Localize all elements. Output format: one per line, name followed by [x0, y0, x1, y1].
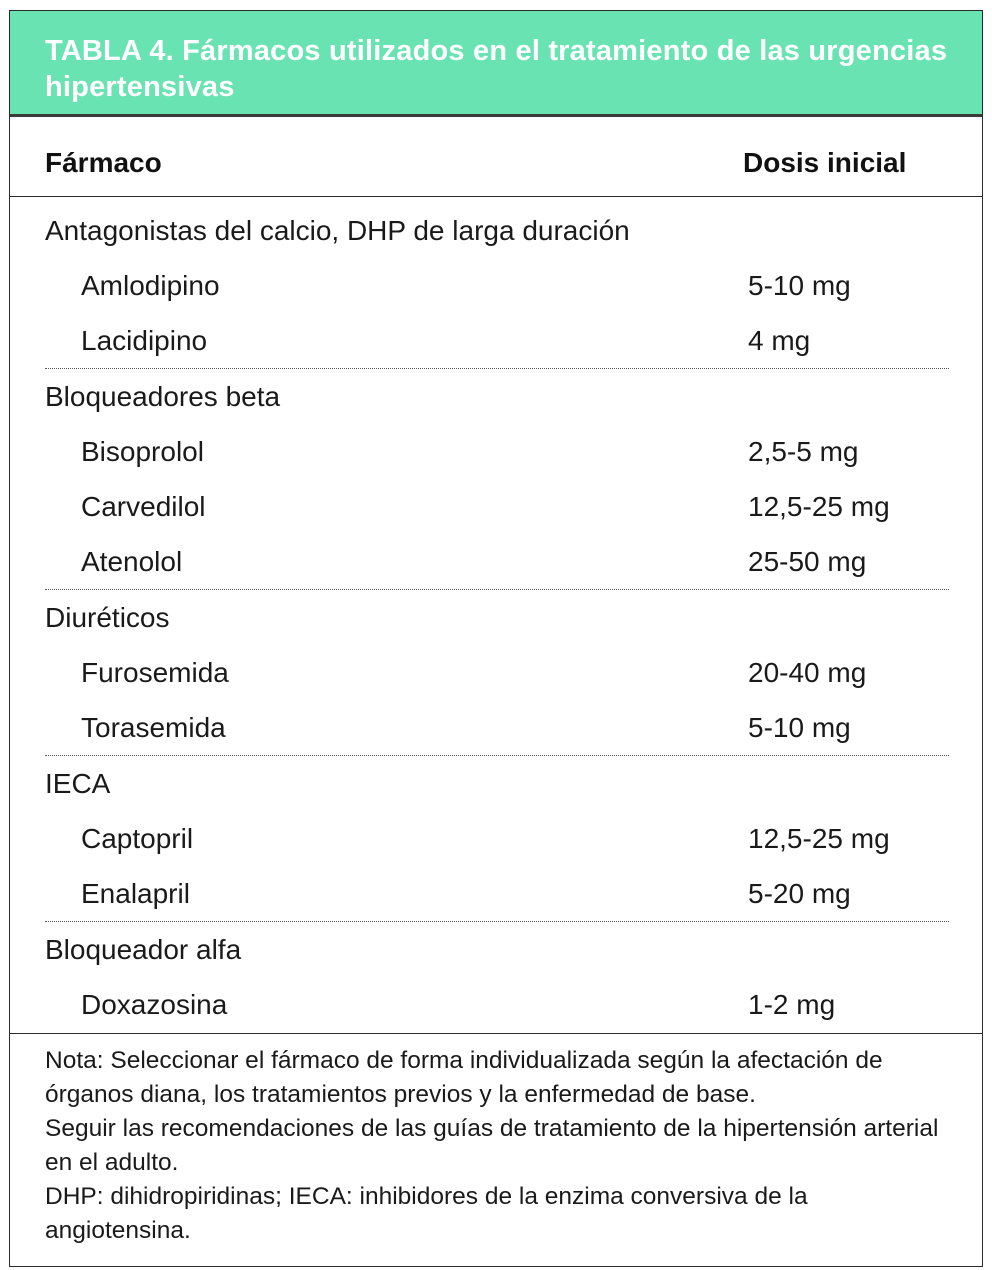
- table-row: Lacidipino 4 mg: [45, 313, 949, 368]
- drug-name: Lacidipino: [81, 325, 208, 356]
- table-row: Atenolol 25-50 mg: [45, 534, 949, 589]
- category-row: Diuréticos: [45, 590, 949, 645]
- table-header-row: Fármaco Dosis inicial: [10, 117, 982, 197]
- group-diuretics: Diuréticos Furosemida 20-40 mg Torasemid…: [45, 590, 949, 756]
- drug-name: Doxazosina: [81, 989, 228, 1020]
- drug-name: Atenolol: [81, 546, 183, 577]
- table-row: Captopril 12,5-25 mg: [45, 811, 949, 866]
- column-header-drug: Fármaco: [45, 147, 162, 178]
- drug-name: Enalapril: [81, 878, 190, 909]
- category-label: Bloqueador alfa: [45, 934, 242, 965]
- drug-name: Furosemida: [81, 657, 229, 688]
- drug-name: Carvedilol: [81, 491, 206, 522]
- category-row: IECA: [45, 756, 949, 811]
- group-beta-blockers: Bloqueadores beta Bisoprolol 2,5-5 mg Ca…: [45, 369, 949, 590]
- drug-name: Amlodipino: [81, 270, 220, 301]
- drug-dose: 4 mg: [748, 325, 811, 356]
- table-row: Amlodipino 5-10 mg: [45, 258, 949, 313]
- drug-dose: 12,5-25 mg: [748, 491, 890, 522]
- note-text: Seguir las recomendaciones de las guías …: [45, 1115, 939, 1176]
- category-row: Antagonistas del calcio, DHP de larga du…: [45, 203, 949, 258]
- table-body: Antagonistas del calcio, DHP de larga du…: [10, 197, 982, 1032]
- drug-dose: 12,5-25 mg: [748, 823, 890, 854]
- drug-dose: 5-10 mg: [748, 712, 851, 743]
- column-header-dose: Dosis inicial: [743, 147, 907, 178]
- table-row: Furosemida 20-40 mg: [45, 645, 949, 700]
- note-text: Nota: Seleccionar el fármaco de forma in…: [45, 1047, 883, 1108]
- table-row: Carvedilol 12,5-25 mg: [45, 479, 949, 534]
- category-label: Diuréticos: [45, 602, 170, 633]
- drug-dose: 1-2 mg: [748, 989, 836, 1020]
- category-label: Bloqueadores beta: [45, 381, 281, 412]
- drug-dose: 2,5-5 mg: [748, 436, 859, 467]
- category-row: Bloqueadores beta: [45, 369, 949, 424]
- drug-dose: 25-50 mg: [748, 546, 867, 577]
- table-title-bar: TABLA 4. Fármacos utilizados en el trata…: [10, 11, 982, 117]
- table-notes: Nota: Seleccionar el fármaco de forma in…: [10, 1033, 982, 1248]
- table-title: TABLA 4. Fármacos utilizados en el trata…: [45, 35, 948, 103]
- note-text: DHP: dihidropiridinas; IECA: inhibidores…: [45, 1183, 808, 1244]
- table-row: Enalapril 5-20 mg: [45, 866, 949, 921]
- drug-name: Bisoprolol: [81, 436, 204, 467]
- drug-dose: 5-10 mg: [748, 270, 851, 301]
- group-calcium-antagonists: Antagonistas del calcio, DHP de larga du…: [45, 203, 949, 369]
- category-label: IECA: [45, 768, 111, 799]
- category-label: Antagonistas del calcio, DHP de larga du…: [45, 215, 630, 246]
- group-ace-inhibitors: IECA Captopril 12,5-25 mg Enalapril 5-20…: [45, 756, 949, 922]
- drug-name: Captopril: [81, 823, 194, 854]
- group-alpha-blocker: Bloqueador alfa Doxazosina 1-2 mg: [45, 922, 949, 1032]
- category-row: Bloqueador alfa: [45, 922, 949, 977]
- drug-table: TABLA 4. Fármacos utilizados en el trata…: [9, 10, 983, 1267]
- drug-dose: 5-20 mg: [748, 878, 851, 909]
- table-row: Doxazosina 1-2 mg: [45, 977, 949, 1032]
- drug-name: Torasemida: [81, 712, 226, 743]
- table-row: Torasemida 5-10 mg: [45, 700, 949, 755]
- table-row: Bisoprolol 2,5-5 mg: [45, 424, 949, 479]
- drug-dose: 20-40 mg: [748, 657, 867, 688]
